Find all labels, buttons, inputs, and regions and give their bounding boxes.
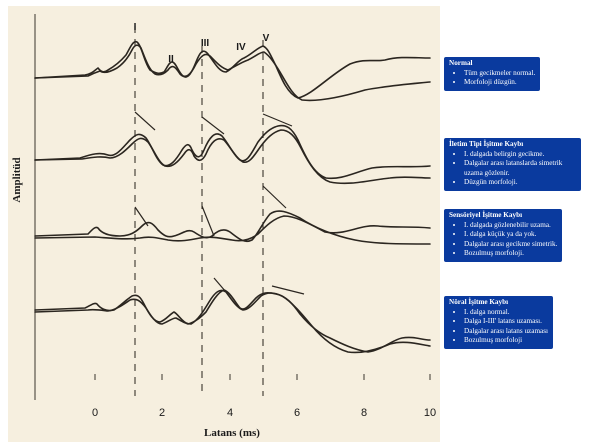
x-tick-label-8: 8 [361, 407, 367, 419]
note-conductive: İletim Tipi İşitme Kaybı I. dalgada beli… [444, 138, 581, 191]
note-item: Dalgalar arası latans uzaması [464, 327, 548, 337]
trace-normal-b [34, 44, 431, 102]
note-item: I. dalgada belirgin gecikme. [464, 150, 576, 160]
note-item: Bozulmuş morfoloji. [464, 249, 557, 259]
note-item: Dalgalar arası latanslarda simetrik uzam… [464, 159, 576, 178]
x-tick-label-2: 2 [159, 407, 165, 419]
note-item: Tüm gecikmeler normal. [464, 69, 535, 79]
slope-neural-1 [213, 277, 227, 293]
note-item: Düzgün morfoloji. [464, 178, 576, 188]
wave-label-v: V [263, 33, 270, 44]
waveform-traces [34, 40, 431, 354]
slope-conductive-1 [134, 111, 156, 131]
wave-label-ii: II [168, 54, 174, 65]
note-neural-list: I. dalga normal. Dalga I-III' latans uza… [449, 308, 548, 346]
x-tick-label-10: 10 [424, 407, 436, 419]
slope-markers [134, 111, 305, 295]
trace-neural-b [34, 289, 431, 354]
wave-label-iv: IV [236, 42, 246, 53]
note-neural-title: Nöral İşitme Kaybı [449, 298, 509, 306]
note-sensory-title: Sensöriyel İşitme Kaybı [449, 211, 523, 219]
note-sensory-list: I. dalgada gözlenebilir uzama. I. dalga … [449, 221, 557, 259]
note-normal: Normal Tüm gecikmeler normal. Morfoloji … [444, 57, 541, 91]
slope-conductive-3 [262, 113, 293, 127]
x-axis-title: Latans (ms) [204, 427, 260, 439]
x-tick-label-0: 0 [92, 407, 98, 419]
x-tick-label-6: 6 [294, 407, 300, 419]
y-axis-title: Amplitüd [11, 157, 23, 202]
note-normal-list: Tüm gecikmeler normal. Morfoloji düzgün. [449, 69, 535, 88]
x-tick-label-4: 4 [227, 407, 233, 419]
note-conductive-title: İletim Tipi İşitme Kaybı [449, 140, 524, 148]
latency-guides [134, 26, 264, 396]
note-item: Dalga I-III' latans uzaması. [464, 317, 548, 327]
note-item: Dalgalar arası gecikme simetrik. [464, 240, 557, 250]
wave-label-i: I [134, 22, 137, 33]
slope-neural-2 [271, 285, 305, 295]
trace-conductive-b [34, 129, 431, 185]
note-normal-title: Normal [449, 59, 473, 67]
slope-sensory-1 [134, 206, 149, 227]
figure-background [8, 6, 440, 442]
note-sensory: Sensöriyel İşitme Kaybı I. dalgada gözle… [444, 209, 563, 262]
trace-neural-a [34, 289, 431, 353]
note-conductive-list: I. dalgada belirgin gecikme. Dalgalar ar… [449, 150, 576, 188]
note-item: Bozulmuş morfoloji [464, 336, 548, 346]
note-item: I. dalga küçük ya da yok. [464, 230, 557, 240]
slope-conductive-2 [201, 116, 225, 135]
wave-label-iii: III [201, 38, 210, 49]
x-axis-ticks [94, 374, 431, 380]
slope-sensory-3 [262, 185, 287, 209]
slope-sensory-2 [201, 205, 215, 237]
note-neural: Nöral İşitme Kaybı I. dalga normal. Dalg… [444, 296, 554, 349]
trace-sensory-b [34, 215, 431, 242]
note-item: Morfoloji düzgün. [464, 78, 535, 88]
note-item: I. dalgada gözlenebilir uzama. [464, 221, 557, 231]
note-item: I. dalga normal. [464, 308, 548, 318]
